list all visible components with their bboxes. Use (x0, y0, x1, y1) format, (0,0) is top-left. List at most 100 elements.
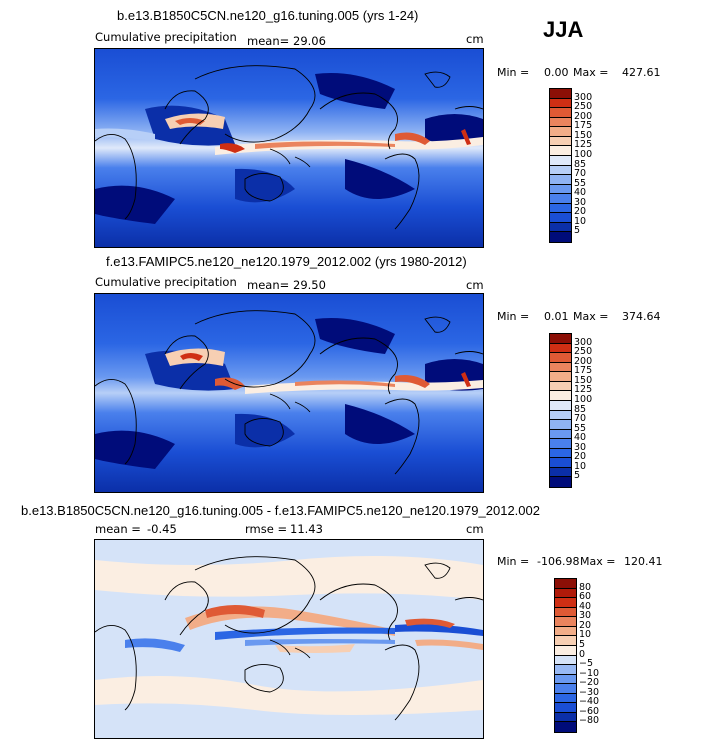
colorbar-swatch (550, 175, 571, 185)
colorbar-tick-label: 20 (574, 206, 587, 218)
colorbar-tick-label: −5 (579, 658, 594, 670)
colorbar-tick-label: −40 (579, 696, 600, 708)
colorbar-swatch (555, 665, 576, 675)
colorbar-tick-label: 250 (574, 101, 593, 113)
colorbar-tick-label: 5 (574, 225, 581, 237)
colorbar-tick-label: 100 (574, 393, 593, 405)
colorbar-swatch (550, 400, 571, 411)
colorbar-tick-label: 60 (579, 591, 592, 603)
colorbar-swatch (555, 607, 576, 618)
colorbar-tick-label: 125 (574, 139, 593, 151)
colorbar-tick-label: 30 (574, 441, 587, 453)
colorbar-tick-label: 10 (574, 215, 587, 227)
colorbar-swatch (555, 636, 576, 646)
colorbar-swatch (550, 213, 571, 223)
colorbar-tick-label: 200 (574, 355, 593, 367)
colorbar-swatch (555, 684, 576, 694)
colorbar-tick-label: 55 (574, 177, 587, 189)
colorbar-tick-label: −20 (579, 677, 600, 689)
colorbar-swatch (550, 98, 571, 109)
panel3-mean-label: mean = (95, 522, 141, 536)
panel1-mean-value: 29.06 (293, 34, 326, 48)
colorbar-tick-label: 40 (574, 187, 587, 199)
panel1-min-value: 0.00 (544, 66, 569, 79)
panel1-map-field (95, 49, 483, 247)
colorbar-tick-label: 30 (574, 196, 587, 208)
panel2-map (94, 293, 484, 493)
colorbar-swatch (550, 343, 571, 354)
colorbar-swatch (550, 353, 571, 363)
colorbar-swatch (555, 588, 576, 599)
colorbar-swatch (550, 467, 571, 478)
colorbar-tick-label: 20 (579, 619, 592, 631)
colorbar-swatch (550, 194, 571, 204)
colorbar-tick-label: −30 (579, 686, 600, 698)
panel2-mean-label: mean= (247, 278, 290, 292)
panel3-max-label: Max = (580, 555, 616, 568)
colorbar-tick-label: 250 (574, 346, 593, 358)
panel3-map-field (95, 540, 483, 738)
colorbar-swatch (555, 655, 576, 666)
panel3-units: cm (466, 522, 484, 536)
panel1-map (94, 48, 484, 248)
colorbar-swatch (550, 184, 571, 195)
colorbar-tick-label: 40 (579, 600, 592, 612)
colorbar-tick-label: 125 (574, 384, 593, 396)
panel3-colorbar (554, 578, 577, 733)
colorbar-swatch (550, 448, 571, 459)
colorbar-swatch (550, 136, 571, 147)
colorbar-swatch (555, 674, 576, 685)
panel3-title: b.e13.B1850C5CN.ne120_g16.tuning.005 - f… (21, 503, 540, 518)
colorbar-swatch (550, 391, 571, 401)
colorbar-tick-label: −10 (579, 667, 600, 679)
colorbar-swatch (550, 203, 571, 214)
panel3-max-value: 120.41 (624, 555, 663, 568)
panel3-min-value: -106.98 (537, 555, 580, 568)
colorbar-tick-label: 70 (574, 413, 587, 425)
colorbar-swatch (550, 334, 571, 344)
colorbar-tick-label: −60 (579, 705, 600, 717)
colorbar-swatch (555, 712, 576, 723)
colorbar-tick-label: 300 (574, 336, 593, 348)
colorbar-swatch (550, 117, 571, 128)
panel1-max-value: 427.61 (622, 66, 661, 79)
colorbar-swatch (555, 693, 576, 704)
panel3-rmse-value: 11.43 (290, 522, 323, 536)
panel2-units: cm (466, 278, 484, 292)
panel2-max-value: 374.64 (622, 310, 661, 323)
colorbar-tick-label: 20 (574, 451, 587, 463)
panel1-variable-label: Cumulative precipitation (95, 30, 237, 44)
panel1-title: b.e13.B1850C5CN.ne120_g16.tuning.005 (yr… (117, 8, 419, 23)
colorbar-swatch (550, 429, 571, 440)
panel2-min-label: Min = (497, 310, 530, 323)
colorbar-tick-label: 55 (574, 422, 587, 434)
colorbar-tick-label: 100 (574, 148, 593, 160)
colorbar-swatch (550, 477, 571, 487)
panel2-mean-value: 29.50 (293, 278, 326, 292)
colorbar-tick-label: 5 (574, 470, 581, 482)
colorbar-swatch (550, 381, 571, 392)
panel3-rmse-label: rmse = (245, 522, 288, 536)
panel2-max-label: Max = (573, 310, 609, 323)
panel1-colorbar (549, 88, 572, 243)
colorbar-swatch (550, 420, 571, 430)
panel2-min-value: 0.01 (544, 310, 569, 323)
colorbar-swatch (550, 127, 571, 137)
colorbar-swatch (550, 108, 571, 118)
colorbar-swatch (555, 579, 576, 589)
colorbar-tick-label: 10 (579, 629, 592, 641)
colorbar-swatch (550, 410, 571, 421)
panel2-colorbar (549, 333, 572, 488)
colorbar-swatch (550, 439, 571, 449)
panel1-mean-label: mean= (247, 34, 290, 48)
panel3-min-label: Min = (497, 555, 530, 568)
colorbar-tick-label: 5 (579, 638, 586, 650)
colorbar-tick-label: 300 (574, 91, 593, 103)
colorbar-swatch (550, 89, 571, 99)
panel3-map (94, 539, 484, 739)
panel3-mean-value: -0.45 (147, 522, 177, 536)
colorbar-swatch (550, 146, 571, 156)
colorbar-swatch (550, 222, 571, 233)
colorbar-tick-label: 30 (579, 610, 592, 622)
colorbar-swatch (555, 722, 576, 732)
